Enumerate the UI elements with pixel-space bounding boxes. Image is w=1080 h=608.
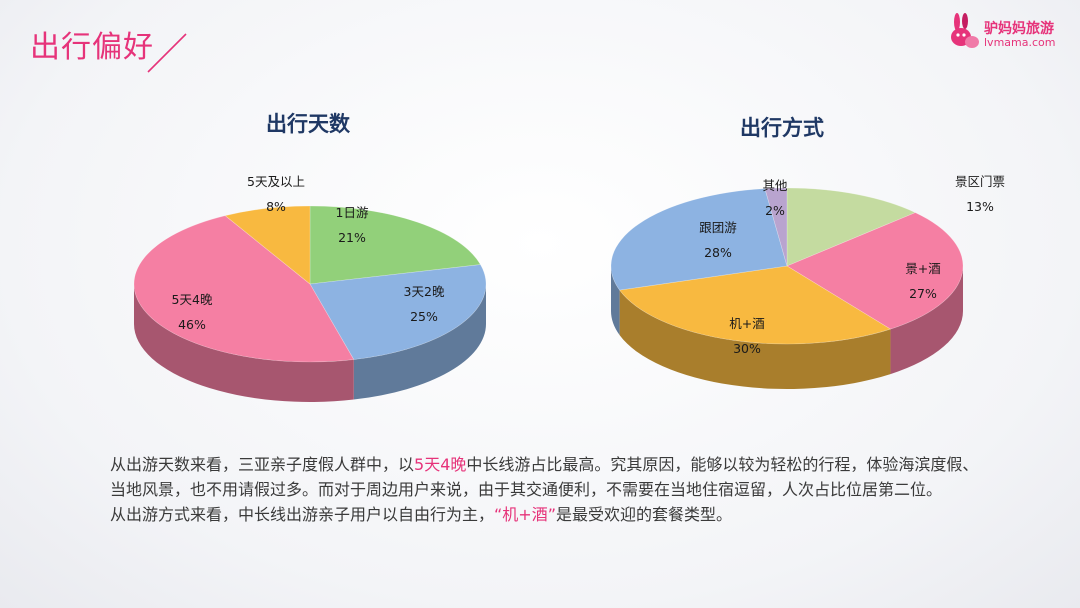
- slice-percent: 28%: [704, 245, 732, 260]
- brand-url: lvmama.com: [984, 36, 1056, 49]
- pie-chart-1: 1日游 21% 3天2晚 25% 5天4晚 46% 5天及以上 8%: [133, 174, 487, 402]
- pie-chart-2: 景区门票 13% 景+酒 27% 机+酒 30% 跟团游 28% 其他 2%: [610, 174, 1005, 390]
- slice-label: 机+酒: [729, 316, 764, 331]
- slice-label: 景区门票: [955, 174, 1005, 189]
- pie-side-1-3: [134, 284, 354, 402]
- rabbit-logo-icon: [951, 13, 979, 48]
- description-paragraph-2: 从出游方式来看，中长线出游亲子用户以自由行为主，“机+酒”是最受欢迎的套餐类型。: [110, 505, 733, 524]
- pie-side-2-4: [611, 266, 620, 336]
- pie-slice-2-3: [619, 265, 892, 345]
- slice-label: 5天及以上: [247, 174, 305, 189]
- pie-slice-2-1: [786, 187, 917, 267]
- description-paragraph-1: 从出游天数来看，三亚亲子度假人群中，以5天4晚中长线游占比最高。究其原因，能够以…: [110, 455, 979, 499]
- chart-title-days: 出行天数: [266, 112, 350, 136]
- slice-label: 3天2晚: [404, 284, 445, 299]
- pie-slice-1-1: [309, 205, 481, 285]
- chart-title-mode: 出行方式: [740, 116, 824, 140]
- pie-slice-2-4: [610, 188, 788, 291]
- slice-label: 1日游: [336, 205, 369, 220]
- pie-side-2-2: [890, 266, 963, 375]
- slice-label: 跟团游: [699, 220, 737, 235]
- pie-slice-1-3: [133, 215, 355, 363]
- slice-percent: 46%: [178, 317, 206, 332]
- slice-label: 其他: [762, 178, 788, 193]
- brand-name-cn: 驴妈妈旅游: [984, 21, 1054, 37]
- slice-percent: 25%: [410, 309, 438, 324]
- slice-percent: 27%: [909, 286, 937, 301]
- slice-percent: 21%: [338, 230, 366, 245]
- title-slash-decoration: [147, 33, 187, 73]
- slice-percent: 13%: [966, 199, 994, 214]
- description: 从出游天数来看，三亚亲子度假人群中，以5天4晚中长线游占比最高。究其原因，能够以…: [110, 452, 990, 527]
- page-title: 出行偏好: [30, 30, 154, 65]
- pie-side-1-2: [353, 284, 487, 400]
- pie-slice-2-2: [786, 212, 964, 330]
- slice-percent: 2%: [765, 203, 785, 218]
- slice-percent: 8%: [266, 199, 286, 214]
- pie-slice-2-5: [764, 187, 788, 267]
- pie-slice-1-4: [224, 205, 311, 285]
- pie-slice-1-2: [309, 264, 487, 360]
- pie-side-2-3: [619, 290, 891, 390]
- slice-percent: 30%: [733, 341, 761, 356]
- slice-label: 5天4晚: [172, 292, 213, 307]
- brand-logo: 驴妈妈旅游 lvmama.com: [948, 12, 1064, 52]
- slice-label: 景+酒: [905, 261, 940, 276]
